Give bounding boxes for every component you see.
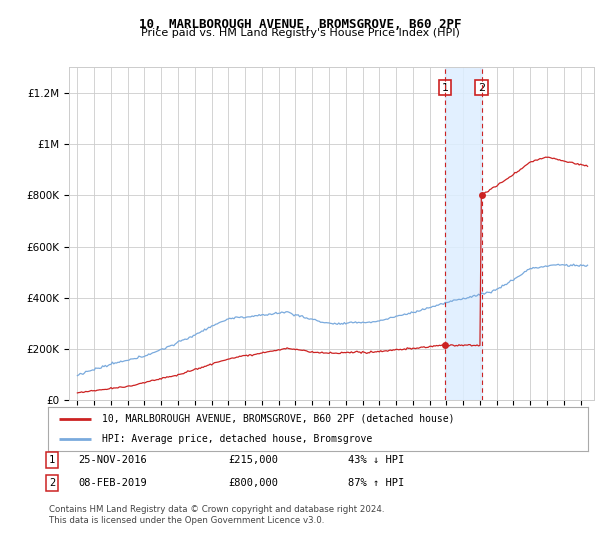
- Text: HPI: Average price, detached house, Bromsgrove: HPI: Average price, detached house, Brom…: [102, 434, 372, 444]
- Text: 43% ↓ HPI: 43% ↓ HPI: [348, 455, 404, 465]
- Text: 25-NOV-2016: 25-NOV-2016: [78, 455, 147, 465]
- Text: 2: 2: [49, 478, 55, 488]
- Text: 2: 2: [478, 83, 485, 93]
- Text: £215,000: £215,000: [228, 455, 278, 465]
- Bar: [445, 67, 482, 400]
- Text: Contains HM Land Registry data © Crown copyright and database right 2024.
This d: Contains HM Land Registry data © Crown c…: [49, 505, 385, 525]
- Text: 08-FEB-2019: 08-FEB-2019: [78, 478, 147, 488]
- Text: 10, MARLBOROUGH AVENUE, BROMSGROVE, B60 2PF (detached house): 10, MARLBOROUGH AVENUE, BROMSGROVE, B60 …: [102, 414, 455, 424]
- Text: 87% ↑ HPI: 87% ↑ HPI: [348, 478, 404, 488]
- Text: 1: 1: [442, 83, 449, 93]
- Text: 1: 1: [49, 455, 55, 465]
- Text: 10, MARLBOROUGH AVENUE, BROMSGROVE, B60 2PF: 10, MARLBOROUGH AVENUE, BROMSGROVE, B60 …: [139, 18, 461, 31]
- Text: £800,000: £800,000: [228, 478, 278, 488]
- Text: Price paid vs. HM Land Registry's House Price Index (HPI): Price paid vs. HM Land Registry's House …: [140, 28, 460, 38]
